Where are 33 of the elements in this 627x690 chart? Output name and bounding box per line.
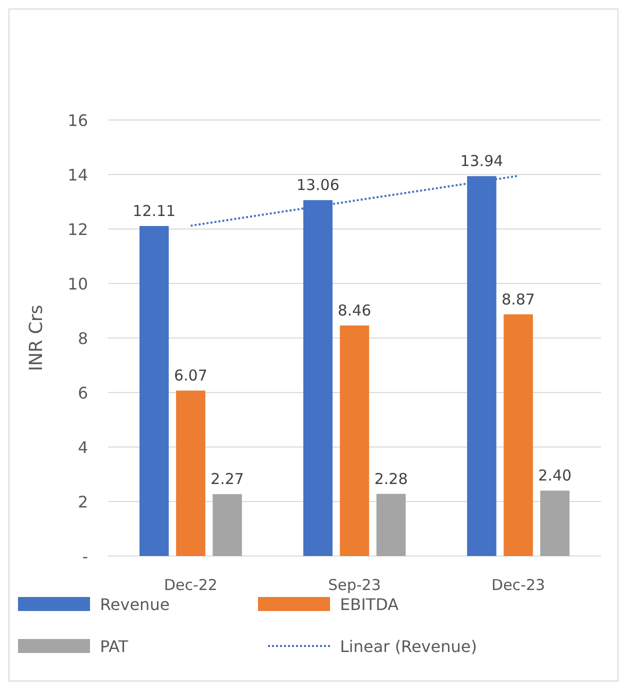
legend-label: PAT bbox=[100, 637, 128, 656]
bar bbox=[140, 226, 169, 556]
x-tick-label: Dec-22 bbox=[164, 576, 218, 594]
data-label: 13.06 bbox=[296, 176, 340, 194]
data-label: 2.40 bbox=[538, 466, 572, 485]
y-tick-label: 2 bbox=[78, 492, 88, 512]
bar bbox=[504, 314, 533, 556]
bar bbox=[376, 494, 406, 556]
y-tick-label: 10 bbox=[68, 274, 88, 294]
x-tick-label: Sep-23 bbox=[328, 576, 381, 594]
data-label: 2.28 bbox=[374, 470, 408, 488]
legend-label: Linear (Revenue) bbox=[340, 637, 477, 656]
bar bbox=[340, 325, 370, 556]
bar bbox=[176, 390, 206, 556]
data-label: 8.46 bbox=[338, 301, 372, 320]
y-tick-label: 8 bbox=[78, 329, 88, 348]
x-tick-label: Dec-23 bbox=[492, 576, 546, 594]
y-tick-label: 16 bbox=[68, 111, 88, 130]
y-tick-label: 6 bbox=[78, 384, 88, 402]
y-tick-label: - bbox=[82, 547, 88, 566]
y-axis-title: INR Crs bbox=[26, 304, 47, 372]
y-tick-label: 4 bbox=[78, 438, 88, 457]
data-label: 13.94 bbox=[460, 152, 504, 170]
data-label: 2.27 bbox=[210, 470, 244, 488]
bar bbox=[540, 490, 570, 556]
data-label: 6.07 bbox=[174, 366, 208, 385]
y-tick-label: 14 bbox=[68, 166, 88, 184]
data-label: 12.11 bbox=[132, 202, 176, 220]
data-label: 8.87 bbox=[502, 290, 535, 308]
bar bbox=[212, 494, 242, 556]
legend-label: EBITDA bbox=[340, 595, 399, 614]
legend-label: Revenue bbox=[100, 595, 170, 614]
y-tick-label: 12 bbox=[68, 220, 88, 239]
